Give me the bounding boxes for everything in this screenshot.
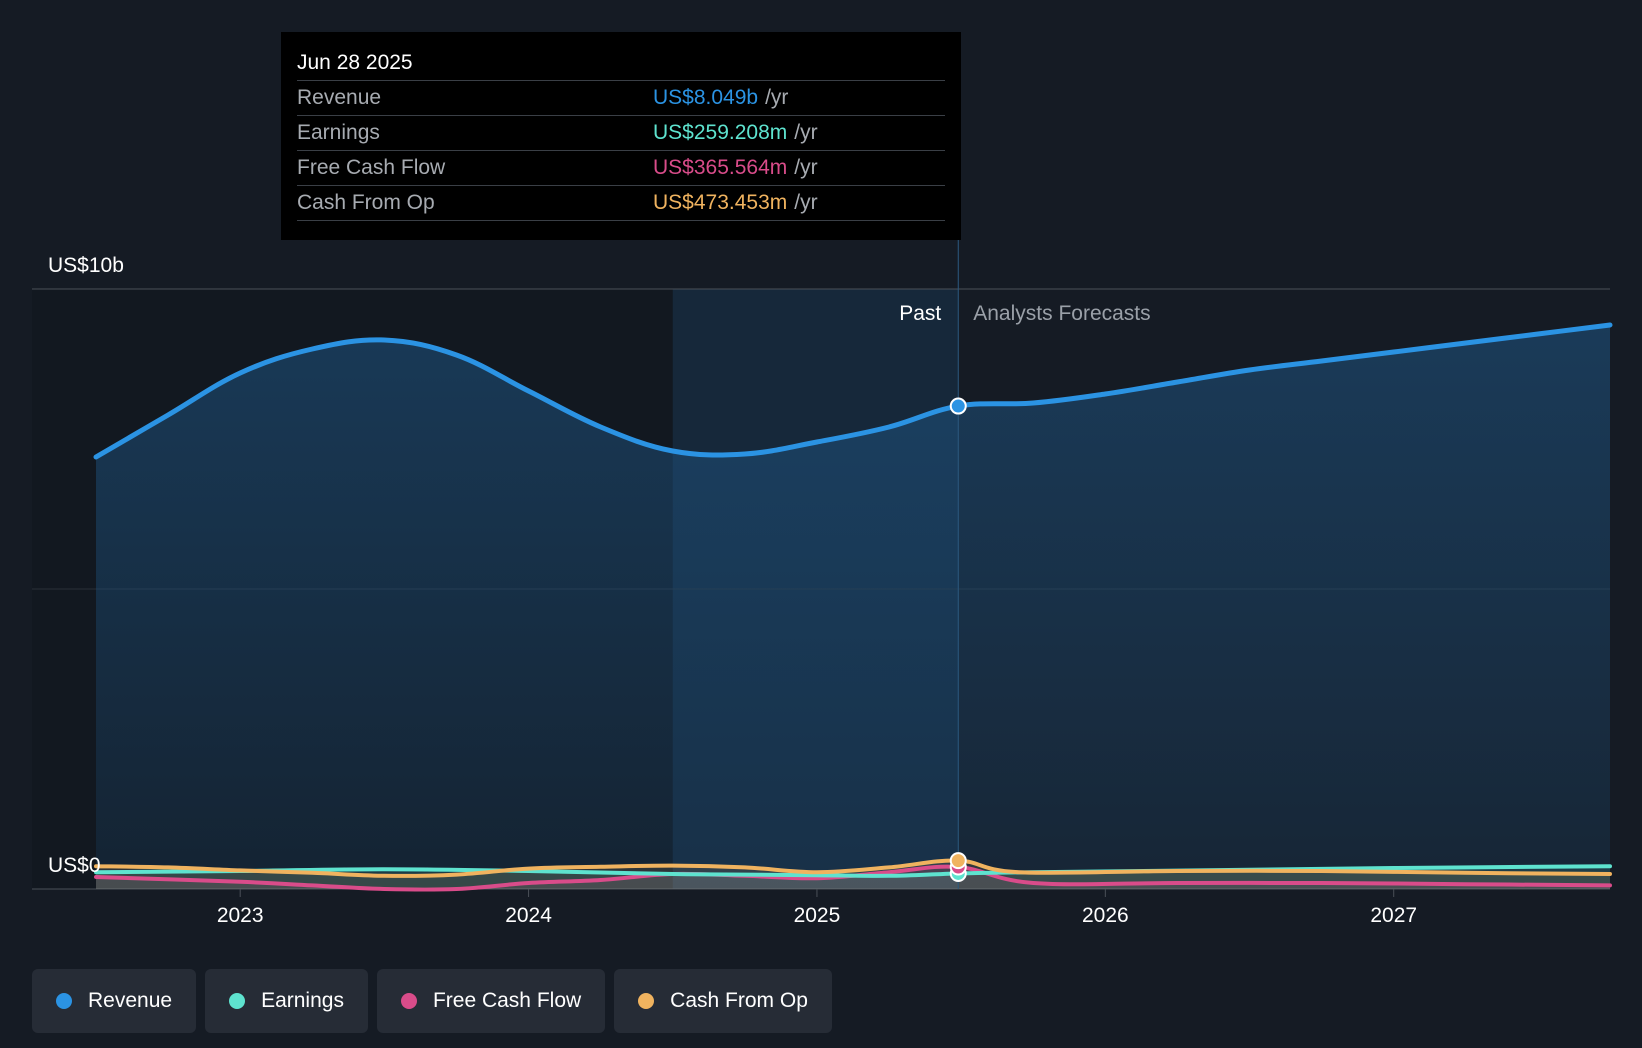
legend-label: Earnings — [261, 989, 344, 1012]
legend-label: Revenue — [88, 989, 173, 1012]
tooltip-row-name: Earnings — [297, 121, 380, 144]
tooltip-row-name: Cash From Op — [297, 191, 435, 214]
marker-revenue[interactable] — [949, 397, 967, 415]
series-area-revenue — [96, 325, 1610, 889]
x-tick-label: 2026 — [1082, 904, 1129, 927]
x-tick-label: 2024 — [505, 904, 552, 927]
tooltip-row-value: US$8.049b — [653, 86, 759, 109]
hover-markers — [949, 397, 967, 882]
marker-cash-from-op[interactable] — [949, 852, 967, 870]
tooltip-row-unit: /yr — [794, 121, 818, 144]
y-tick-label-top: US$10b — [48, 254, 124, 277]
tooltip-row-cash-from-op: Cash From Op US$473.453m /yr — [297, 186, 945, 221]
x-tick-label: 2023 — [217, 904, 264, 927]
tooltip-row-unit: /yr — [765, 86, 789, 109]
series-line-revenue — [93, 322, 1613, 460]
tooltip-row-revenue: Revenue US$8.049b /yr — [297, 81, 945, 116]
legend-dot-icon — [400, 993, 417, 1009]
legend-item-earnings[interactable]: Earnings — [205, 969, 368, 1033]
tooltip-row-free-cash-flow: Free Cash Flow US$365.564m /yr — [297, 151, 945, 186]
tooltip-row-earnings: Earnings US$259.208m /yr — [297, 116, 945, 151]
legend-item-revenue[interactable]: Revenue — [32, 969, 197, 1033]
tooltip-row-value: US$365.564m — [653, 156, 788, 179]
legend-item-free-cash-flow[interactable]: Free Cash Flow — [376, 969, 606, 1033]
tooltip-row-unit: /yr — [794, 156, 818, 179]
legend-dot-icon — [638, 993, 655, 1009]
x-axis: 2023 2024 2025 2026 2027 — [217, 889, 1417, 927]
legend-label: Cash From Op — [670, 989, 808, 1012]
series-lines — [93, 322, 1613, 892]
y-tick-label-bottom: US$0 — [48, 854, 101, 877]
tooltip-row-value: US$473.453m — [653, 191, 788, 214]
tooltip: Jun 28 2025 Revenue US$8.049b /yr Earnin… — [281, 32, 961, 240]
series-line-cash-from-op — [94, 858, 1612, 878]
tooltip-row-value: US$259.208m — [653, 121, 788, 144]
series-line-free-cash-flow — [94, 864, 1612, 892]
x-tick-label: 2025 — [794, 904, 841, 927]
tooltip-row-name: Revenue — [297, 86, 382, 109]
x-tick-label: 2027 — [1370, 904, 1417, 927]
past-label: Past — [899, 302, 941, 325]
legend: Revenue Earnings Free Cash Flow Cash Fro… — [32, 969, 832, 1033]
tooltip-date: Jun 28 2025 — [297, 46, 945, 81]
legend-dot-icon — [229, 993, 246, 1009]
legend-item-cash-from-op[interactable]: Cash From Op — [614, 969, 832, 1033]
analysts-forecasts-label: Analysts Forecasts — [973, 302, 1150, 325]
legend-label: Free Cash Flow — [432, 989, 582, 1012]
tooltip-row-unit: /yr — [794, 191, 818, 214]
tooltip-row-name: Free Cash Flow — [297, 156, 446, 179]
legend-dot-icon — [56, 993, 72, 1009]
